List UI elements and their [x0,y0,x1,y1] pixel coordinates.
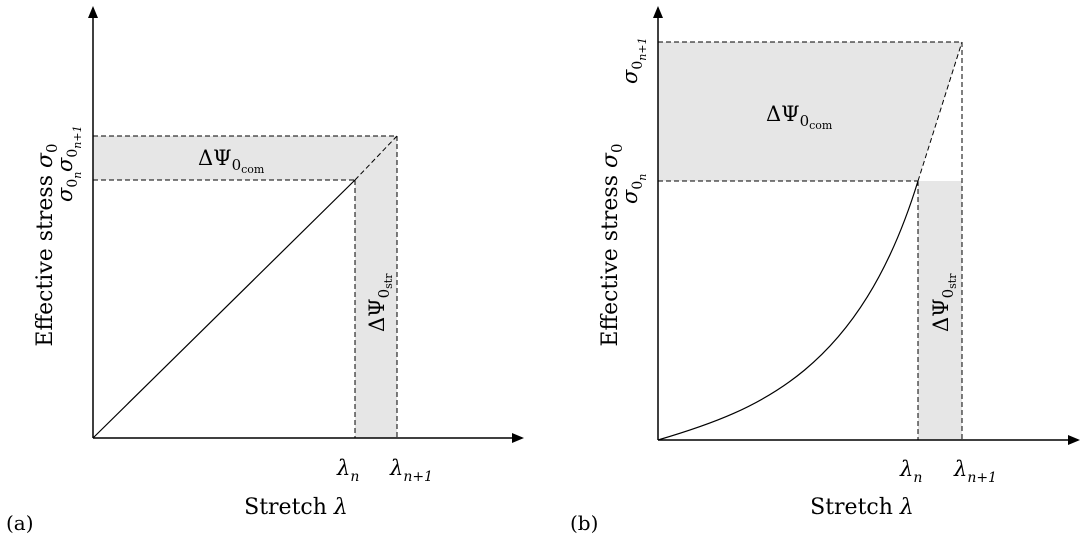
panel-label-b: (b) [570,511,598,535]
panel-label-a: (a) [6,511,34,535]
y-tick-sigma-0n1: σ0n+1 [53,125,84,172]
strain-energy-region [918,181,962,440]
strain-energy-region [355,180,397,438]
y-tick-sigma-0n1: σ0n+1 [618,37,649,84]
y-axis-title: Effective stress σ0 [33,143,61,346]
complementary-energy-label: ΔΨ0com [198,146,265,176]
complementary-energy-label: ΔΨ0com [766,102,833,132]
dashed-guides [658,41,963,440]
x-tick-lambda-n1: λn+1 [389,456,433,485]
y-axis-title: Effective stress σ0 [598,143,626,346]
y-tick-sigma-0n: σ0n [618,174,649,204]
panel-a: λn λn+1 Stretch λ Effective stress σ0 σ0… [6,6,524,535]
strain-energy-label: ΔΨ0str [365,273,395,332]
x-tick-lambda-n: λn [899,457,922,486]
x-axis-title: Stretch λ [244,495,348,520]
dashed-guides [93,135,398,438]
complementary-energy-region [658,42,962,181]
y-tick-sigma-0n: σ0n [53,172,84,202]
panel-b: λn λn+1 Stretch λ Effective stress σ0 σ0… [570,6,1080,535]
strain-energy-label: ΔΨ0str [929,273,959,332]
x-axis-title: Stretch λ [810,495,914,520]
x-tick-lambda-n: λn [336,456,359,485]
complementary-energy-region [93,136,397,180]
x-tick-lambda-n1: λn+1 [953,457,997,486]
stress-stretch-curve [92,179,356,439]
stress-stretch-curve [657,180,919,441]
